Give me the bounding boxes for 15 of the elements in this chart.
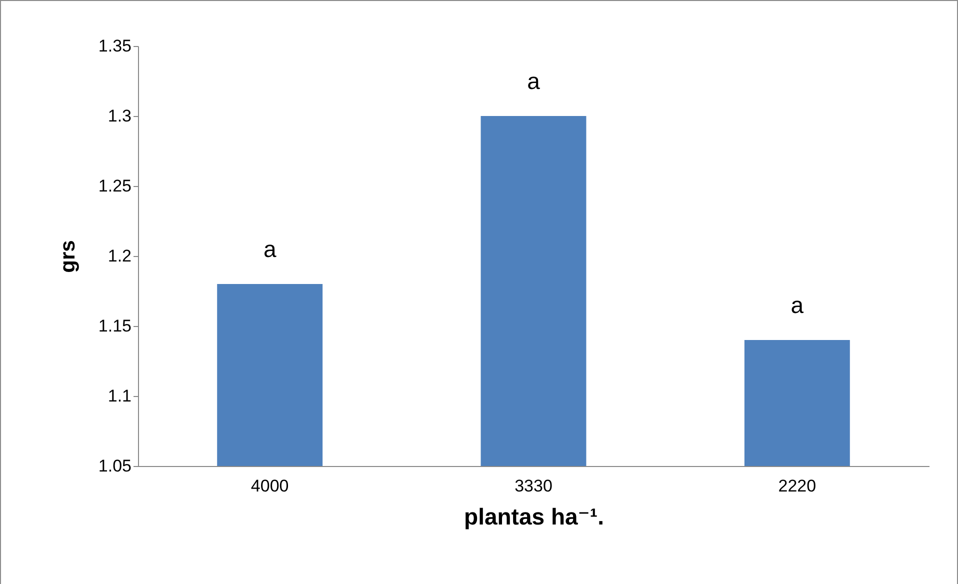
x-tick-label: 2220 <box>778 476 816 496</box>
annotation: a <box>790 292 804 318</box>
y-axis-title: grs <box>56 240 80 273</box>
y-tick-label: 1.35 <box>98 36 132 56</box>
y-tick-label: 1.1 <box>108 386 132 406</box>
x-tick-label: 3330 <box>514 476 552 496</box>
y-tick-label: 1.3 <box>108 106 132 126</box>
annotation: a <box>527 68 540 94</box>
y-tick-label: 1.25 <box>98 176 132 196</box>
y-tick-label: 1.05 <box>98 456 132 476</box>
x-tick-label: 4000 <box>250 476 289 496</box>
annotation: a <box>263 236 276 262</box>
y-tick-label: 1.2 <box>108 246 132 266</box>
y-tick-label: 1.15 <box>98 316 132 336</box>
x-axis-title: plantas ha⁻¹. <box>464 504 604 530</box>
